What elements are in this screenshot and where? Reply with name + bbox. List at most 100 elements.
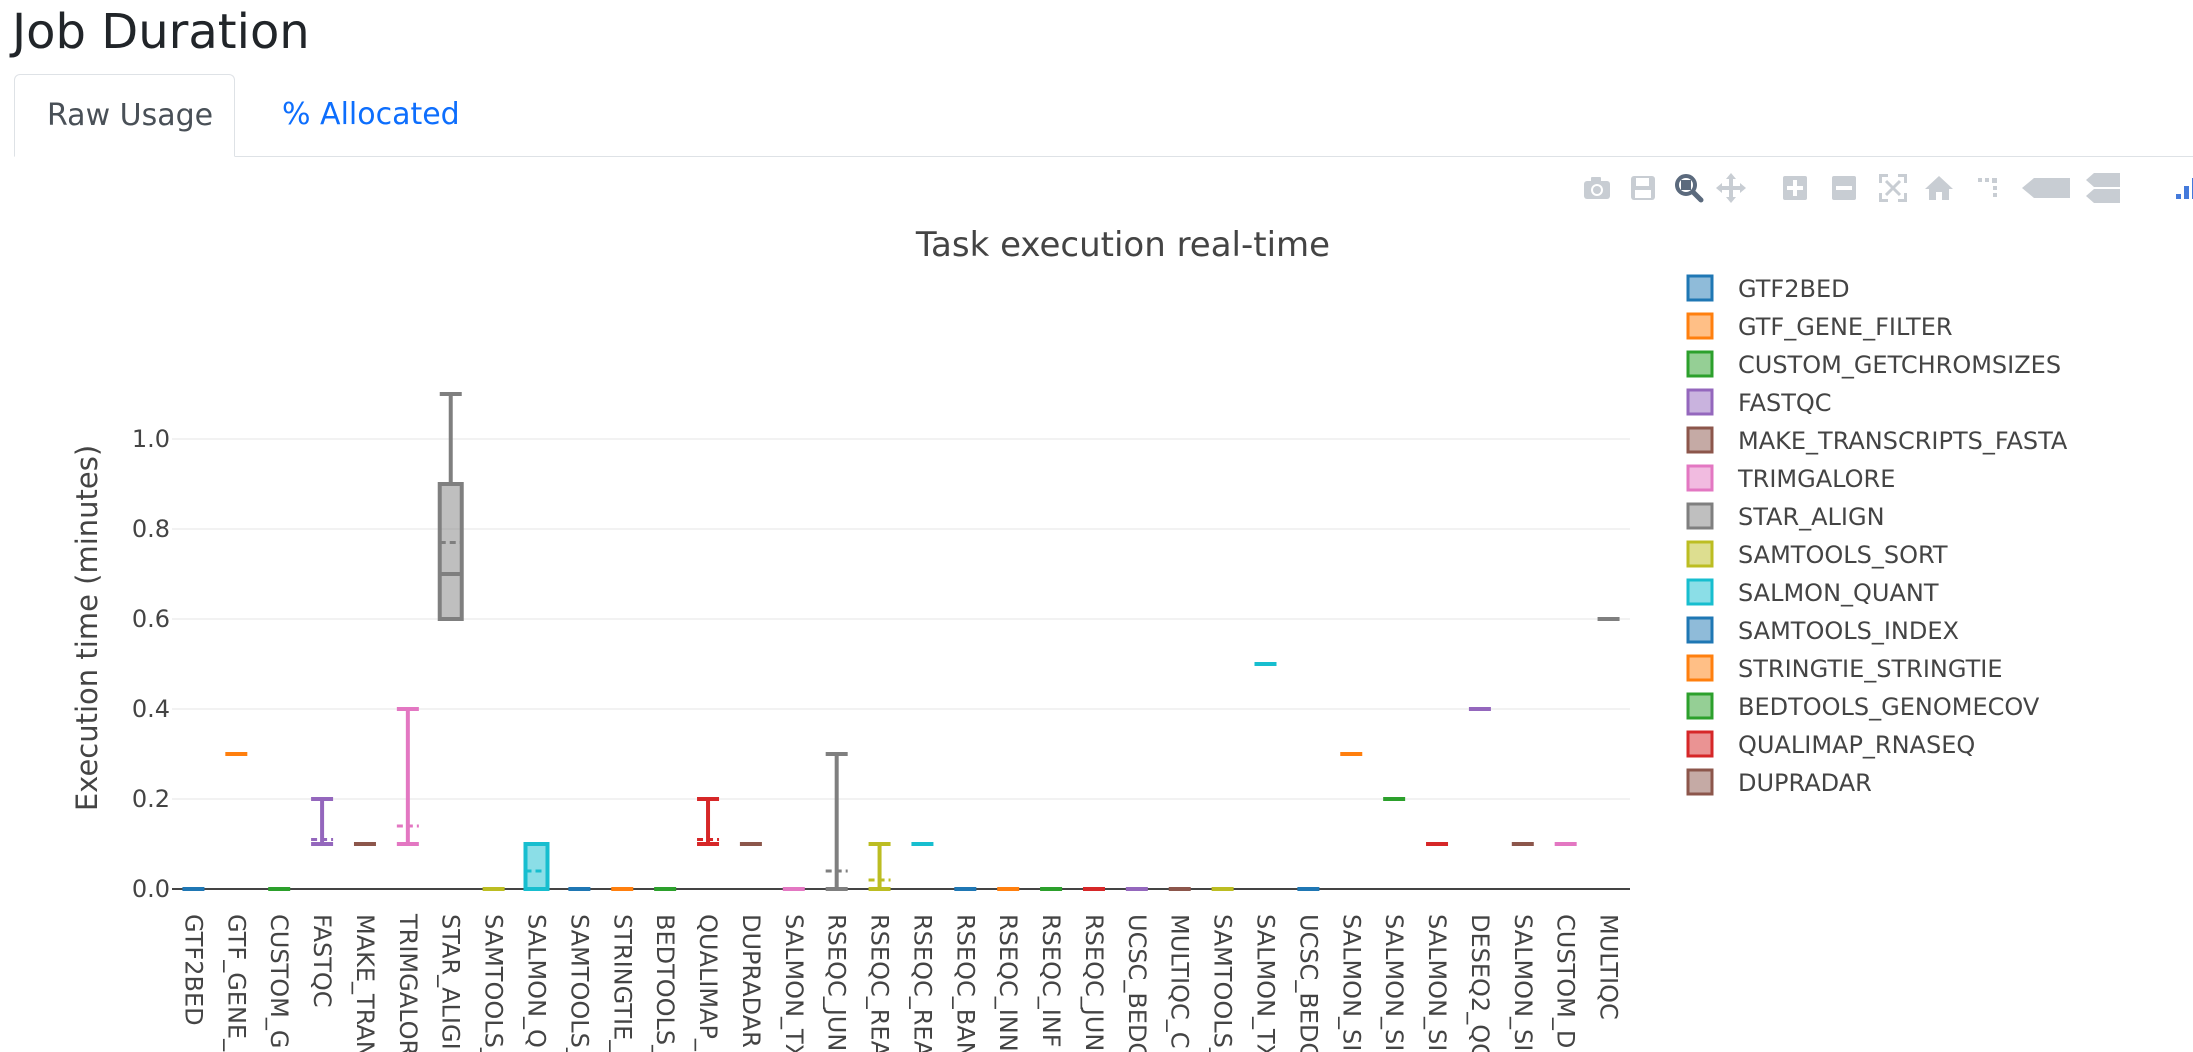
tab-bar: Raw Usage % Allocated (14, 74, 2193, 157)
y-tick-label: 0.8 (132, 515, 170, 543)
box-samtools-sort (868, 842, 891, 891)
legend-item: TRIMGALORE (1686, 464, 1895, 493)
legend-item: GTF2BED (1686, 274, 1850, 303)
x-tick-label: TRIMGALOR (394, 913, 422, 1052)
pan-icon[interactable] (1711, 168, 1751, 208)
x-tick-label: SALMON_SI (1509, 914, 1537, 1051)
legend-label: MAKE_TRANSCRIPTS_FASTA (1738, 427, 2068, 455)
legend-label: DUPRADAR (1738, 769, 1872, 797)
save-icon[interactable] (1623, 168, 1663, 208)
x-axis-ticks: GTF2BED GTF_GENE_ CUSTOM_G FASTQC MAKE_TRAN T… (179, 913, 1622, 1052)
legend-label: FASTQC (1738, 389, 1832, 417)
page-title: Job Duration (12, 4, 310, 60)
x-tick-label: SAMTOOLS_ (480, 914, 508, 1052)
boxes (182, 392, 1620, 891)
y-tick-label: 0.6 (132, 605, 170, 633)
x-tick-label: SALMON_SI (1380, 914, 1408, 1051)
y-tick-label: 1.0 (132, 425, 170, 453)
reset-axes-icon[interactable] (1919, 168, 1959, 208)
legend-swatch (1686, 464, 1714, 492)
x-tick-label: GTF2BED (179, 914, 207, 1026)
legend-item: FASTQC (1686, 388, 1832, 417)
chart-title: Task execution real-time (915, 225, 1330, 265)
x-tick-label: GTF_GENE_ (222, 914, 250, 1052)
legend-swatch (1686, 578, 1714, 606)
x-tick-label: RSEQC_BAN (951, 914, 979, 1052)
zoom-in-icon[interactable] (1775, 168, 1815, 208)
tab-percent-allocated[interactable]: % Allocated (282, 97, 460, 132)
legend-swatch (1686, 616, 1714, 644)
legend-label: GTF2BED (1738, 275, 1850, 303)
legend-swatch (1686, 426, 1714, 454)
legend-item: QUALIMAP_RNASEQ (1686, 730, 1975, 759)
legend-item: STAR_ALIGN (1686, 502, 1885, 531)
legend-label: TRIMGALORE (1737, 465, 1895, 493)
hover-closest-icon[interactable] (2018, 168, 2070, 208)
x-tick-label: BEDTOOLS_ (651, 914, 679, 1052)
hover-compare-icon[interactable] (2082, 168, 2122, 208)
x-tick-label: RSEQC_INN (994, 914, 1022, 1052)
legend-swatch (1686, 768, 1714, 796)
y-tick-label: 0.2 (132, 785, 170, 813)
legend-item: GTF_GENE_FILTER (1686, 312, 1953, 341)
x-tick-label: SAMTOOLS_ (565, 914, 593, 1052)
legend-item: SAMTOOLS_SORT (1686, 540, 1948, 569)
legend-label: CUSTOM_GETCHROMSIZES (1738, 351, 2061, 379)
x-tick-label: QUALIMAP_ (694, 914, 722, 1052)
y-tick-label: 0.0 (132, 875, 170, 903)
x-tick-label: CUSTOM_D (1552, 914, 1580, 1048)
legend-swatch (1686, 654, 1714, 682)
tab-raw-usage[interactable]: Raw Usage (14, 74, 235, 157)
legend-label: GTF_GENE_FILTER (1738, 313, 1953, 341)
box-body (437, 482, 464, 621)
y-axis-ticks: 0.0 0.2 0.4 0.6 0.8 1.0 (132, 425, 170, 903)
x-tick-label: SALMON_TX (1252, 914, 1280, 1052)
camera-icon[interactable] (1577, 168, 1617, 208)
legend-label: STRINGTIE_STRINGTIE (1738, 655, 2003, 683)
x-tick-label: UCSC_BEDC (1123, 914, 1151, 1052)
legend-label: SAMTOOLS_SORT (1738, 541, 1948, 569)
legend-item: CUSTOM_GETCHROMSIZES (1686, 350, 2061, 379)
x-tick-label: SALMON_SI (1423, 914, 1451, 1051)
legend-swatch (1686, 274, 1714, 302)
legend-item: DUPRADAR (1686, 768, 1872, 797)
x-tick-label: SAMTOOLS_ (1209, 914, 1237, 1052)
x-tick-label: RSEQC_REA (866, 914, 894, 1052)
legend-label: QUALIMAP_RNASEQ (1738, 731, 1975, 759)
x-tick-label: FASTQC (308, 914, 336, 1008)
x-tick-label: DESEQ2_QC (1466, 914, 1494, 1052)
x-tick-label: SALMON_SI (1337, 914, 1365, 1051)
legend-swatch (1686, 540, 1714, 568)
x-tick-label: STRINGTIE_ (608, 914, 636, 1052)
legend-swatch (1686, 388, 1714, 416)
x-tick-label: SALMON_TX (780, 914, 808, 1052)
legend-swatch (1686, 730, 1714, 758)
legend-swatch (1686, 692, 1714, 720)
box-body (523, 842, 550, 891)
legend-item: SAMTOOLS_INDEX (1686, 616, 1959, 645)
x-tick-label: RSEQC_JUN (823, 914, 851, 1051)
x-tick-label: MULTIQC (1595, 914, 1623, 1020)
legend-swatch (1686, 312, 1714, 340)
legend: GTF2BED GTF_GENE_FILTER CUSTOM_GETCHROMSIZ… (1686, 274, 2068, 797)
toggle-spikelines-icon[interactable] (1970, 168, 2010, 208)
legend-swatch (1686, 502, 1714, 530)
autoscale-icon[interactable] (1873, 168, 1913, 208)
x-tick-label: SALMON_Q (523, 914, 551, 1048)
y-tick-label: 0.4 (132, 695, 170, 723)
legend-label: BEDTOOLS_GENOMECOV (1738, 693, 2040, 721)
legend-item: BEDTOOLS_GENOMECOV (1686, 692, 2040, 721)
box-star-align (437, 392, 464, 621)
x-tick-label: RSEQC_REA (908, 914, 936, 1052)
legend-item: SALMON_QUANT (1686, 578, 1939, 607)
box-plot: Task execution real-time Execution time … (70, 225, 2068, 1052)
y-axis-title: Execution time (minutes) (70, 445, 104, 811)
zoom-out-icon[interactable] (1824, 168, 1864, 208)
legend-swatch (1686, 350, 1714, 378)
legend-label: SALMON_QUANT (1738, 579, 1939, 607)
box-trimgalore (396, 707, 419, 846)
legend-item: STRINGTIE_STRINGTIE (1686, 654, 2003, 683)
zoom-icon[interactable] (1669, 168, 1709, 208)
x-tick-label: UCSC_BEDC (1294, 914, 1322, 1052)
x-tick-label: DUPRADAR (737, 914, 765, 1048)
